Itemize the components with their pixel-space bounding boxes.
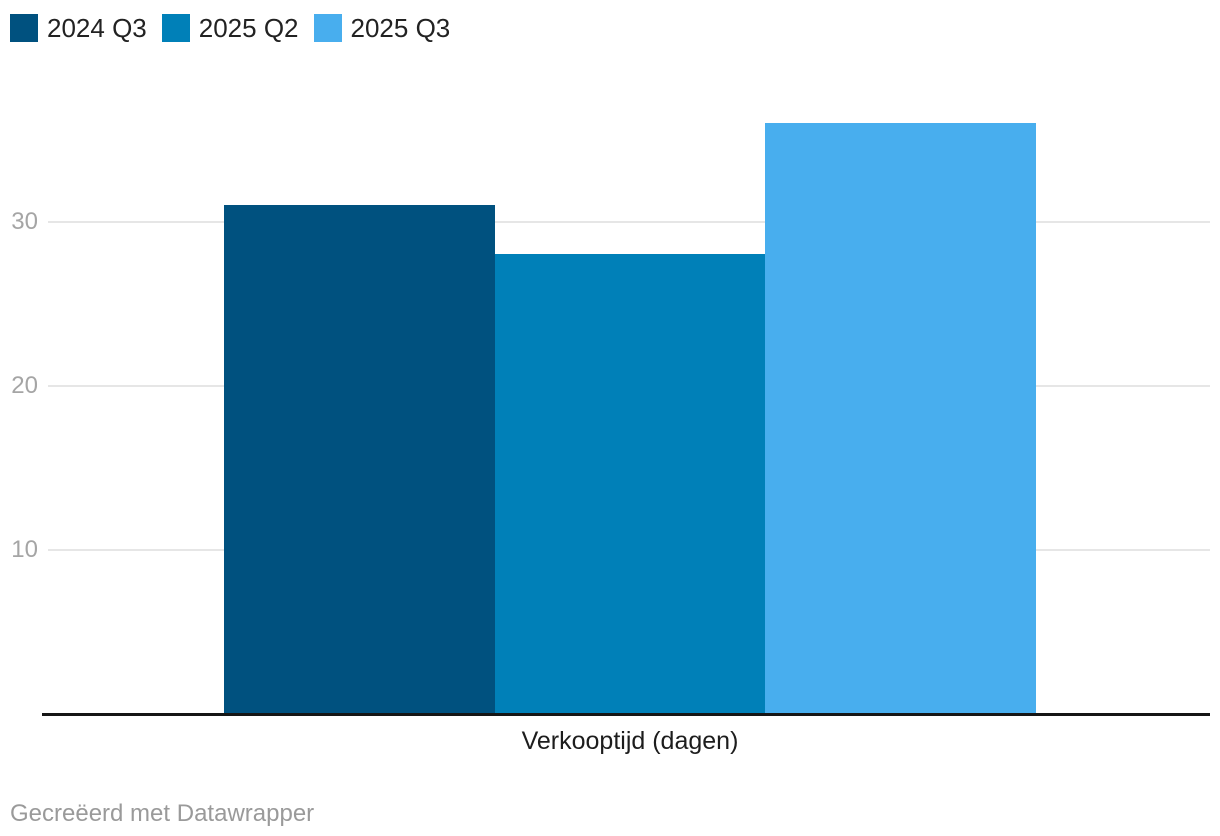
bar-2024-q3 [224,204,495,713]
y-tick-label: 20 [11,372,38,399]
legend-label: 2025 Q3 [350,13,451,43]
bar-2025-q3 [765,122,1036,713]
legend-item: 2025 Q2 [161,13,299,43]
x-axis-line [42,713,1210,716]
bar-2025-q2 [494,253,766,713]
legend-label: 2025 Q2 [198,13,299,43]
y-tick-label: 10 [11,536,38,563]
legend-swatch [161,14,190,42]
y-tick-label: 30 [11,208,38,235]
legend: 2024 Q3 2025 Q2 2025 Q3 [10,14,450,42]
legend-swatch [10,14,38,42]
datawrapper-link[interactable]: Datawrapper [176,800,315,827]
legend-item: 2025 Q3 [313,13,451,43]
x-axis-label: Verkooptijd (dagen) [521,727,739,755]
attribution-prefix: Gecreëerd met [10,800,171,827]
attribution-footer: Gecreëerd met Datawrapper [10,800,314,828]
gridline [48,221,1210,223]
legend-item: 2024 Q3 [10,14,147,42]
legend-label: 2024 Q3 [47,13,147,43]
legend-swatch [313,14,342,42]
